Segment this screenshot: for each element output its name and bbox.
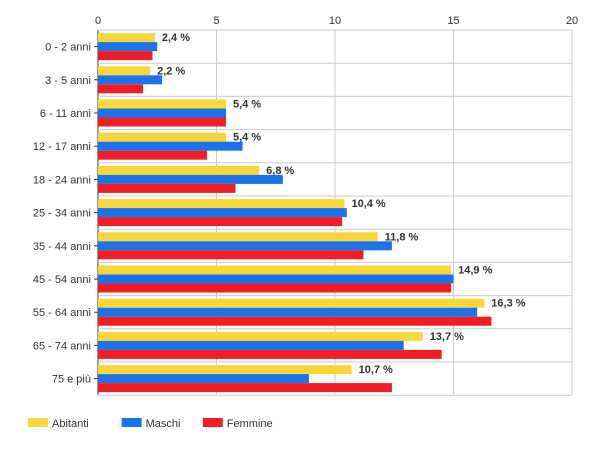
category-label: 45 - 54 anni (33, 274, 91, 286)
data-label: 2,2 % (157, 65, 185, 77)
bar-abitanti (98, 33, 155, 43)
data-label: 6,8 % (266, 165, 294, 177)
bar-femmine (98, 349, 442, 359)
legend-label: Maschi (146, 418, 181, 430)
legend: Abitanti Maschi Femmine (28, 418, 273, 430)
bar-abitanti (98, 199, 345, 209)
x-tick-label: 15 (447, 15, 459, 27)
bar-maschi (98, 241, 392, 251)
x-tick-label: 20 (566, 15, 578, 27)
bar-abitanti (98, 99, 226, 109)
bar-femmine (98, 84, 144, 94)
bar-abitanti (98, 331, 423, 341)
category-label: 65 - 74 anni (33, 340, 91, 352)
data-label: 10,7 % (359, 364, 393, 376)
category-label: 55 - 64 anni (33, 307, 91, 319)
bar-femmine (98, 316, 492, 326)
data-label: 16,3 % (491, 298, 525, 310)
bar-maschi (98, 307, 478, 317)
bar-abitanti (98, 298, 485, 308)
bar-maschi (98, 141, 243, 151)
bar-maschi (98, 208, 347, 218)
bar-abitanti (98, 232, 378, 242)
bar-abitanti (98, 132, 226, 142)
bar-abitanti (98, 365, 352, 375)
data-label: 5,4 % (233, 99, 261, 111)
category-label: 0 - 2 anni (45, 42, 91, 54)
bar-maschi (98, 75, 162, 85)
bar-femmine (98, 383, 392, 393)
grid (94, 29, 573, 396)
x-tick-label: 0 (95, 15, 101, 27)
bar-maschi (98, 174, 283, 184)
bar-femmine (98, 51, 153, 61)
category-label: 35 - 44 anni (33, 241, 91, 253)
bar-maschi (98, 374, 309, 384)
x-tick-label: 5 (213, 15, 219, 27)
bar-maschi (98, 340, 404, 350)
bar-femmine (98, 283, 452, 293)
category-label: 75 e più (52, 374, 91, 386)
legend-swatch-femmine (202, 418, 223, 427)
category-label: 25 - 34 anni (33, 208, 91, 220)
bar-femmine (98, 150, 208, 160)
x-tick-label: 10 (329, 15, 341, 27)
bar-maschi (98, 274, 454, 284)
legend-label: Femmine (227, 418, 273, 430)
category-label: 3 - 5 anni (45, 75, 91, 87)
bar-abitanti (98, 265, 452, 275)
data-label: 10,4 % (351, 198, 385, 210)
data-label: 2,4 % (162, 32, 190, 44)
category-label: 12 - 17 anni (33, 141, 91, 153)
bar-maschi (98, 108, 226, 118)
data-label: 5,4 % (233, 132, 261, 144)
legend-label: Abitanti (52, 418, 89, 430)
bar-femmine (98, 183, 236, 193)
category-label: 6 - 11 anni (40, 108, 91, 120)
bar-abitanti (98, 66, 151, 76)
bar-femmine (98, 217, 343, 227)
bars (98, 33, 492, 393)
data-label: 14,9 % (458, 265, 492, 277)
labels: 0 5 10 15 20 0 - 2 anni 2,4 % 3 - 5 anni 2,2 % 6 … (33, 15, 578, 386)
bar-femmine (98, 250, 364, 260)
data-label: 11,8 % (385, 231, 419, 243)
category-label: 18 - 24 anni (33, 174, 91, 186)
legend-swatch-abitanti (28, 418, 48, 427)
bar-maschi (98, 42, 158, 52)
legend-swatch-maschi (121, 418, 142, 427)
bar-femmine (98, 117, 226, 127)
data-label: 13,7 % (430, 331, 464, 343)
bar-abitanti (98, 165, 260, 175)
